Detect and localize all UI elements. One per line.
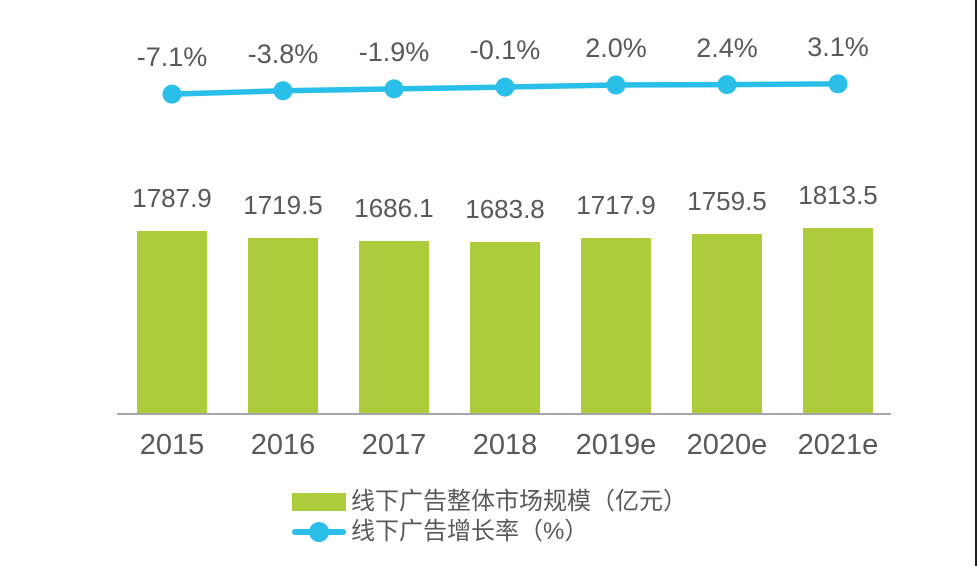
bar-value-label: 1813.5 xyxy=(798,180,878,210)
bar-value-label: 1759.5 xyxy=(687,186,767,216)
bar xyxy=(248,238,318,414)
line-point xyxy=(717,75,737,95)
bar-value-label: 1787.9 xyxy=(132,183,212,213)
legend-bar-swatch-icon xyxy=(292,492,346,511)
bar-value-label: 1683.8 xyxy=(465,194,545,224)
bar-value-label: 1719.5 xyxy=(243,190,323,220)
bar xyxy=(581,238,651,414)
x-axis-label: 2017 xyxy=(361,429,427,461)
legend: 线下广告整体市场规模（亿元） 线下广告增长率（%） xyxy=(292,488,687,545)
legend-line-label: 线下广告增长率（%） xyxy=(351,518,589,545)
x-axis-line xyxy=(117,413,891,415)
page-edge-border xyxy=(975,0,977,566)
line-point xyxy=(384,79,404,99)
line-point xyxy=(162,84,182,104)
line-point xyxy=(273,81,293,101)
x-axis-label: 2020e xyxy=(686,429,768,461)
bar xyxy=(470,242,540,414)
legend-bar-label: 线下广告整体市场规模（亿元） xyxy=(351,488,687,515)
bar xyxy=(359,241,429,414)
legend-item-bar: 线下广告整体市场规模（亿元） xyxy=(292,488,687,515)
bar xyxy=(692,234,762,414)
x-axis-label: 2021e xyxy=(797,429,879,461)
legend-item-line: 线下广告增长率（%） xyxy=(292,518,687,545)
growth-rate-label: 2.4% xyxy=(696,32,758,63)
line-point xyxy=(828,74,848,94)
x-axis-label: 2018 xyxy=(472,429,538,461)
line-point xyxy=(606,75,626,95)
legend-line-swatch-icon xyxy=(292,521,346,542)
bar-value-label: 1717.9 xyxy=(576,190,656,220)
x-axis-label: 2016 xyxy=(250,429,316,461)
legend-line-marker xyxy=(309,521,329,542)
growth-rate-label: -3.8% xyxy=(247,38,319,69)
growth-rate-label: -0.1% xyxy=(469,35,541,66)
x-axis-label: 2015 xyxy=(139,429,205,461)
growth-rate-label: -7.1% xyxy=(136,42,208,73)
bar-value-label: 1686.1 xyxy=(354,193,434,223)
growth-rate-label: 2.0% xyxy=(585,33,647,63)
line-point xyxy=(495,77,515,97)
growth-rate-label: 3.1% xyxy=(807,31,869,62)
x-axis-label: 2019e xyxy=(575,429,657,461)
growth-rate-label: -1.9% xyxy=(358,36,430,67)
bar xyxy=(137,231,207,414)
bar xyxy=(803,228,873,414)
